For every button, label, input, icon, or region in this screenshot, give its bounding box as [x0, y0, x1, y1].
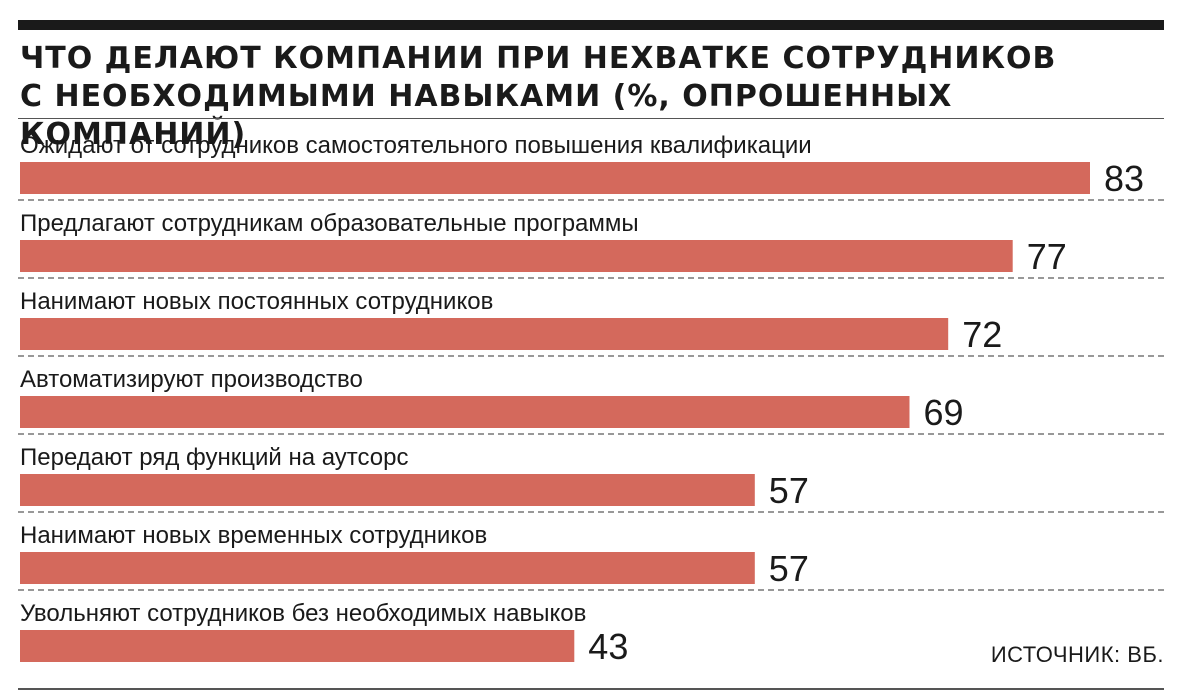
top-rule [18, 20, 1164, 30]
title-rule [18, 118, 1164, 119]
category-label: Нанимают новых временных сотрудников [20, 522, 487, 549]
chart-title: ЧТО ДЕЛАЮТ КОМПАНИИ ПРИ НЕХВАТКЕ СОТРУДН… [20, 40, 1160, 154]
data-label: 77 [1027, 236, 1067, 277]
data-label: 57 [769, 548, 809, 589]
title-line-1: ЧТО ДЕЛАЮТ КОМПАНИИ ПРИ НЕХВАТКЕ СОТРУДН… [20, 41, 1057, 76]
title-line-2: С НЕОБХОДИМЫМИ НАВЫКАМИ (%, ОПРОШЕННЫХ К… [20, 79, 953, 152]
category-label: Автоматизируют производство [20, 366, 363, 393]
category-label: Ожидают от сотрудников самостоятельного … [20, 132, 812, 159]
bar [20, 162, 1090, 194]
bar [20, 474, 755, 506]
bar [20, 240, 1013, 272]
data-label: 69 [924, 392, 964, 433]
data-label: 83 [1104, 158, 1144, 199]
data-label: 57 [769, 470, 809, 511]
data-label: 43 [588, 626, 628, 667]
category-label: Увольняют сотрудников без необходимых на… [20, 600, 586, 627]
bar [20, 552, 755, 584]
source-note: ИСТОЧНИК: ВБ. [990, 642, 1164, 667]
category-label: Нанимают новых постоянных сотрудников [20, 288, 493, 315]
data-label: 72 [962, 314, 1002, 355]
bar [20, 630, 575, 662]
category-label: Предлагают сотрудникам образовательные п… [20, 210, 639, 237]
bottom-rule [18, 688, 1164, 690]
category-label: Передают ряд функций на аутсорс [20, 444, 409, 471]
bar [20, 318, 949, 350]
bar [20, 396, 910, 428]
